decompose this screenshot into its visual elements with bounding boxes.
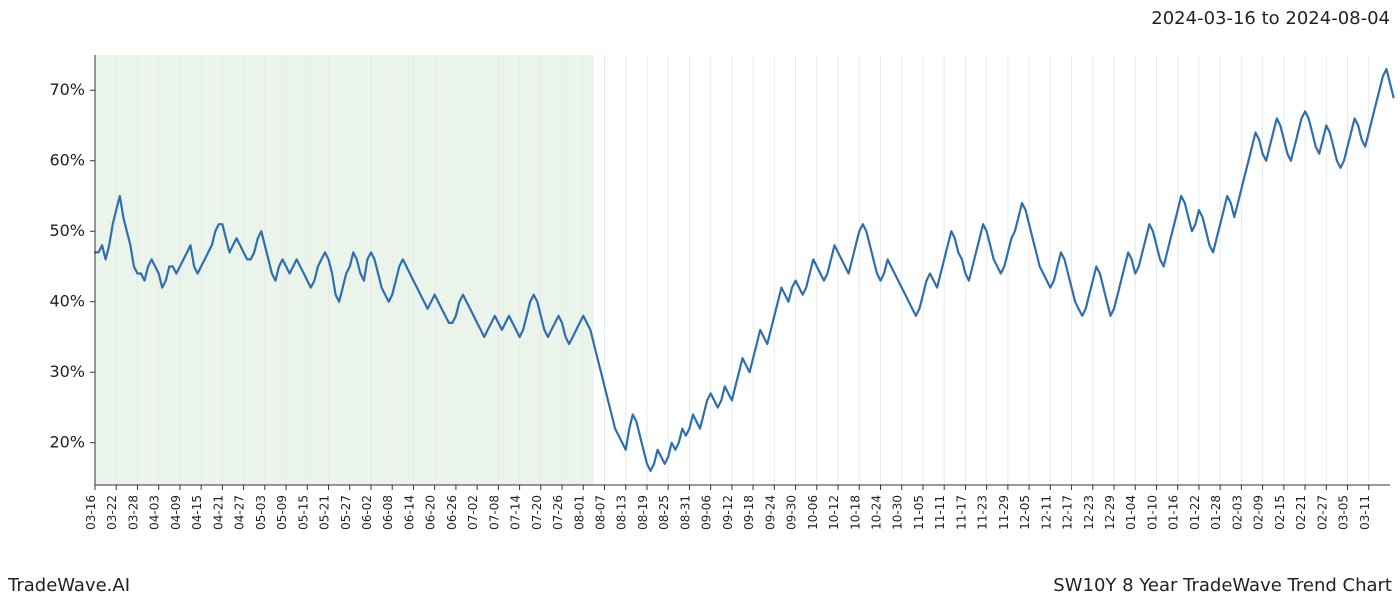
x-tick-label: 09-12 (721, 495, 735, 530)
x-tick-label: 03-28 (126, 495, 140, 530)
x-tick-label: 04-03 (148, 495, 162, 530)
x-tick-label: 02-15 (1273, 495, 1287, 530)
x-tick-label: 08-13 (615, 495, 629, 530)
y-tick-label: 20% (49, 433, 85, 452)
x-tick-label: 12-17 (1061, 495, 1075, 530)
x-tick-label: 07-08 (487, 495, 501, 530)
x-tick-label: 09-06 (700, 495, 714, 530)
x-tick-label: 06-14 (402, 495, 416, 530)
x-tick-label: 01-22 (1188, 495, 1202, 530)
x-tick-label: 08-31 (678, 495, 692, 530)
y-tick-label: 70% (49, 80, 85, 99)
x-tick-label: 11-29 (997, 495, 1011, 530)
x-tick-label: 12-23 (1082, 495, 1096, 530)
x-tick-label: 05-27 (339, 495, 353, 530)
x-tick-label: 01-28 (1209, 495, 1223, 530)
x-tick-label: 12-11 (1039, 495, 1053, 530)
x-tick-label: 09-24 (763, 495, 777, 530)
y-tick-label: 30% (49, 362, 85, 381)
x-tick-label: 07-14 (509, 495, 523, 530)
x-tick-label: 06-26 (445, 495, 459, 530)
y-tick-label: 60% (49, 151, 85, 170)
x-tick-label: 06-08 (381, 495, 395, 530)
x-tick-label: 07-02 (466, 495, 480, 530)
highlight-band (95, 55, 594, 485)
x-tick-label: 10-12 (827, 495, 841, 530)
x-tick-label: 04-09 (169, 495, 183, 530)
x-tick-label: 06-20 (424, 495, 438, 530)
x-tick-label: 12-05 (1018, 495, 1032, 530)
x-tick-label: 10-24 (869, 495, 883, 530)
x-tick-label: 03-05 (1337, 495, 1351, 530)
x-tick-label: 02-09 (1252, 495, 1266, 530)
trend-chart: 20% 30% 40% 50% 60% 70% 03-16 03-22 03-28 04-03 04… (0, 0, 1400, 600)
x-tick-label: 07-26 (551, 495, 565, 530)
x-tick-label: 08-25 (657, 495, 671, 530)
x-tick-label: 02-21 (1294, 495, 1308, 530)
x-tick-label: 03-16 (84, 495, 98, 530)
x-tick-label: 11-05 (912, 495, 926, 530)
x-tick-label: 05-15 (296, 495, 310, 530)
x-tick-label: 10-06 (806, 495, 820, 530)
x-tick-label: 11-11 (933, 495, 947, 530)
x-tick-label: 05-03 (254, 495, 268, 530)
x-tick-label: 12-29 (1103, 495, 1117, 530)
x-tick-label: 03-22 (105, 495, 119, 530)
x-tick-label: 11-17 (954, 495, 968, 530)
x-tick-label: 11-23 (976, 495, 990, 530)
x-tick-label: 01-04 (1124, 495, 1138, 530)
x-tick-label: 06-02 (360, 495, 374, 530)
x-tick-label: 09-30 (785, 495, 799, 530)
x-tick-label: 09-18 (742, 495, 756, 530)
y-tick-label: 50% (49, 221, 85, 240)
x-tick-label: 08-01 (572, 495, 586, 530)
x-tick-label: 05-21 (318, 495, 332, 530)
x-tick-label: 05-09 (275, 495, 289, 530)
x-tick-label: 02-03 (1230, 495, 1244, 530)
x-tick-label: 04-27 (233, 495, 247, 530)
x-tick-label: 04-15 (190, 495, 204, 530)
x-tick-label: 07-20 (530, 495, 544, 530)
x-tick-label: 08-07 (594, 495, 608, 530)
x-tick-label: 01-16 (1167, 495, 1181, 530)
x-tick-label: 10-18 (848, 495, 862, 530)
x-tick-label: 08-19 (636, 495, 650, 530)
y-tick-label: 40% (49, 292, 85, 311)
x-tick-label: 04-21 (211, 495, 225, 530)
x-tick-label: 10-30 (891, 495, 905, 530)
x-tick-label: 01-10 (1145, 495, 1159, 530)
x-tick-label: 03-11 (1358, 495, 1372, 530)
x-tick-label: 02-27 (1315, 495, 1329, 530)
